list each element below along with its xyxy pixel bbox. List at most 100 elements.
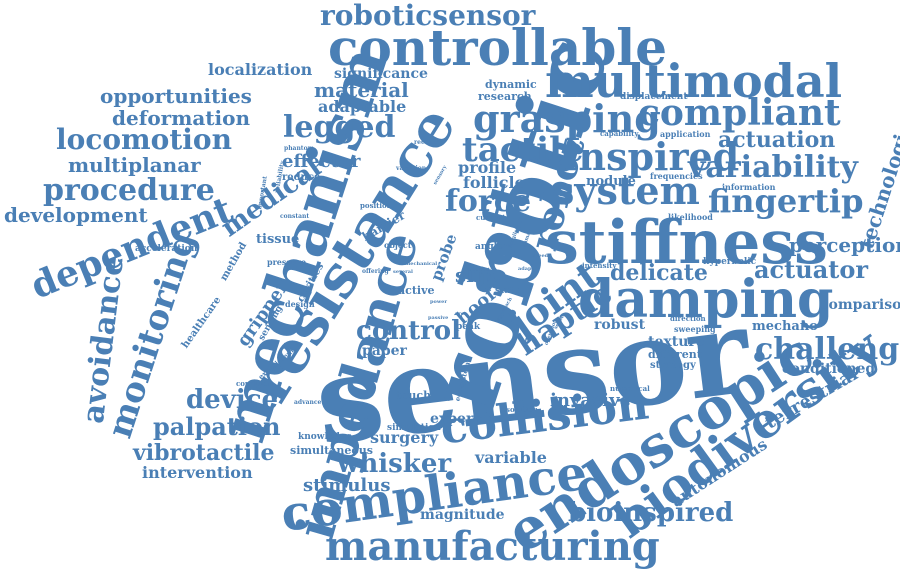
- word-system: system: [553, 168, 700, 213]
- word-legged: legged: [283, 110, 396, 145]
- word-hyperbolic: hyperbolic: [703, 257, 757, 267]
- word-follicle: follicle: [463, 173, 525, 192]
- word-object: object: [384, 240, 412, 250]
- word-expert: expert: [430, 411, 480, 427]
- word-healthcare: healthcare: [179, 294, 224, 351]
- word-frequencies: frequencies: [650, 171, 703, 181]
- word-robust: robust: [594, 317, 646, 333]
- word-offering: offering: [362, 268, 389, 275]
- word-condition: condition: [236, 379, 274, 388]
- word-roboticsensor: roboticsensor: [320, 0, 536, 32]
- word-variability: variability: [688, 150, 858, 185]
- word-multimodal: multimodal: [545, 54, 843, 108]
- word-method: method: [218, 240, 250, 283]
- word-receptor: receptor: [414, 139, 443, 146]
- word-direction: direction: [670, 314, 706, 323]
- word-angle: angle: [475, 242, 503, 252]
- word-force: force: [445, 184, 532, 219]
- word-paper: paper: [362, 343, 407, 359]
- word-magnitude: magnitude: [420, 507, 505, 523]
- word-research: research: [478, 90, 532, 103]
- word-fingertip: fingertip: [708, 182, 864, 220]
- word-design: design: [285, 299, 315, 309]
- word-nodule: nodule: [586, 174, 636, 189]
- word-procedure: procedure: [43, 173, 215, 208]
- word-several: several: [393, 269, 413, 275]
- word-application: application: [660, 129, 711, 139]
- word-opportunities: opportunities: [100, 84, 252, 108]
- word-significance: significance: [334, 66, 428, 82]
- word-simulation: simulation: [387, 423, 441, 433]
- word-speed: speed: [532, 253, 549, 259]
- word-damping: damping: [578, 269, 834, 330]
- word-variable: variable: [475, 448, 547, 467]
- word-palpation: palpation: [153, 412, 281, 441]
- word-whisker: whisker: [337, 449, 452, 479]
- word-locomotion: locomotion: [56, 123, 232, 156]
- word-compliant: compliant: [638, 92, 841, 134]
- word-simultaneous: simultaneous: [290, 444, 373, 457]
- word-surgery: surgery: [370, 428, 439, 447]
- word-different: different: [648, 348, 702, 361]
- word-acceleration: acceleration: [135, 244, 198, 254]
- word-manufacturing: manufacturing: [325, 523, 660, 569]
- word-power: power: [430, 299, 447, 305]
- word-likelihood: likelihood: [668, 212, 713, 222]
- word-dynamic: dynamic: [485, 78, 537, 91]
- word-profile: profile: [458, 158, 517, 177]
- word-pressure: pressure: [267, 257, 307, 267]
- word-sweeping: sweeping: [674, 324, 716, 334]
- word-conditioned: conditioned: [782, 361, 876, 377]
- word-numerical: numerical: [610, 384, 650, 393]
- word-controllable: controllable: [328, 18, 668, 77]
- word-area: area: [455, 311, 468, 317]
- word-intervention: intervention: [142, 463, 253, 482]
- word-strategy: strategy: [650, 360, 696, 371]
- word-constant: constant: [280, 213, 310, 220]
- word-offer: offer: [467, 267, 481, 273]
- word-mechanical: mechanical: [405, 261, 438, 267]
- word-variation: variation: [396, 165, 427, 172]
- word-reduce: reduce: [282, 172, 321, 183]
- word-material: material: [314, 78, 409, 102]
- word-data: data: [481, 267, 494, 273]
- word-effector: effector: [282, 151, 361, 172]
- word-invasive: invasive: [550, 390, 631, 411]
- word-adapt: adapt: [518, 266, 534, 272]
- word-delicate: delicate: [610, 260, 708, 286]
- word-tactile: tactile: [462, 130, 584, 170]
- word-multiplanar: multiplanar: [68, 153, 201, 177]
- word-perception: perception: [789, 233, 900, 257]
- word-knowledge: knowledge: [298, 432, 352, 442]
- word-control: control: [356, 316, 462, 346]
- word-bioinspired: bioinspired: [568, 498, 734, 528]
- word-intensity: intensity: [582, 261, 617, 270]
- word-inspired: inspired: [564, 134, 740, 179]
- word-actuator: actuator: [754, 255, 868, 284]
- word-current: current: [476, 213, 506, 222]
- word-adaptable: adaptable: [318, 97, 407, 116]
- word-localization: localization: [208, 60, 313, 79]
- word-device: device: [186, 385, 279, 415]
- word-texture: texture: [648, 334, 705, 350]
- word-deformation: deformation: [112, 106, 251, 130]
- word-comparison: comparison: [820, 297, 900, 313]
- word-stimulus: stimulus: [303, 475, 391, 496]
- word-slip: slip: [455, 263, 496, 287]
- word-active: active: [398, 284, 435, 297]
- word-capability: capability: [600, 129, 639, 138]
- word-stiffness: stiffness: [545, 208, 828, 278]
- word-displacement: displacement: [620, 92, 688, 102]
- word-tissue: tissue: [256, 232, 300, 247]
- word-peak: peak: [456, 322, 481, 332]
- word-position: position: [360, 201, 392, 210]
- word-advance: advance: [294, 399, 322, 406]
- word-challenge: challenge: [755, 332, 900, 367]
- word-solution: solution: [506, 405, 539, 414]
- word-information: information: [722, 182, 776, 192]
- word-touch: touch: [396, 389, 432, 402]
- word-passive: passive: [428, 315, 449, 321]
- word-technologies: technologies: [854, 108, 900, 252]
- word-mechano: mechano: [752, 319, 818, 334]
